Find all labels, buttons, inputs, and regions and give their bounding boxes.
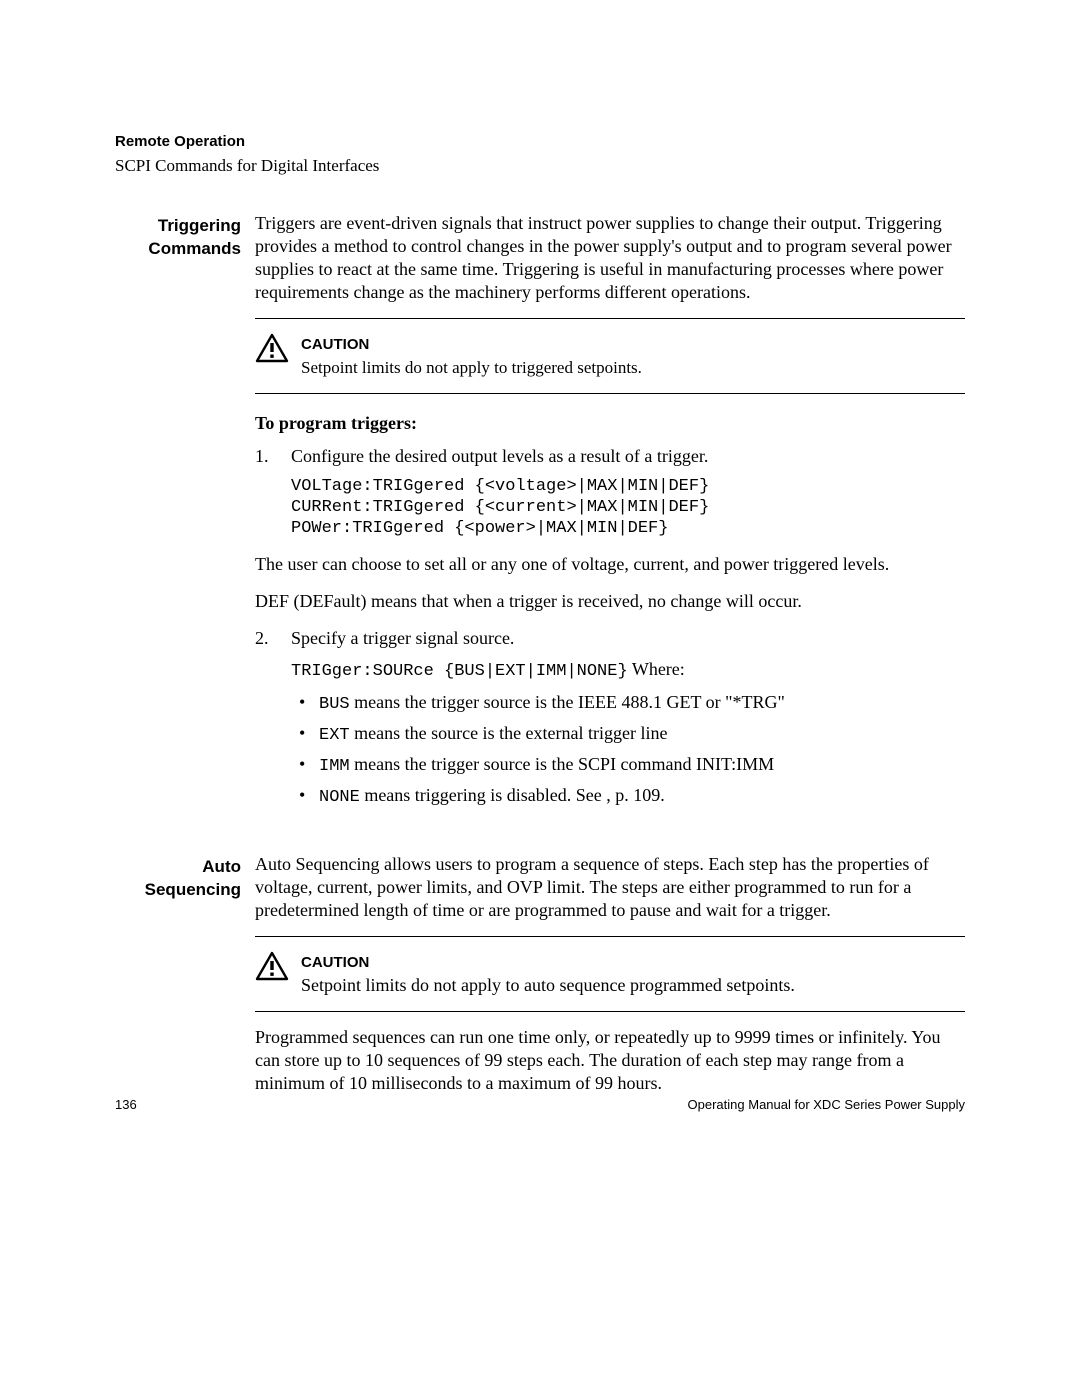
bullet-item: EXT means the source is the external tri… xyxy=(291,722,965,747)
code-inline: IMM xyxy=(319,757,350,776)
caution-icon xyxy=(255,951,289,981)
para-intro: Auto Sequencing allows users to program … xyxy=(255,853,965,922)
divider xyxy=(255,318,965,319)
code-block: VOLTage:TRIGgered {<voltage>|MAX|MIN|DEF… xyxy=(291,476,965,539)
code-inline: BUS xyxy=(319,695,350,714)
bullet-item: IMM means the trigger source is the SCPI… xyxy=(291,753,965,778)
steps-list: Specify a trigger signal source. TRIGger… xyxy=(255,627,965,809)
section-triggering: Triggering Commands Triggers are event-d… xyxy=(115,212,965,823)
subhead-program-triggers: To program triggers: xyxy=(255,412,965,435)
caution-text: CAUTION Setpoint limits do not apply to … xyxy=(301,333,642,379)
code-line: TRIGger:SOURce {BUS|EXT|IMM|NONE} xyxy=(291,662,628,681)
content-triggering: Triggers are event-driven signals that i… xyxy=(241,212,965,823)
side-label-line: Triggering xyxy=(115,214,241,237)
divider xyxy=(255,1011,965,1012)
header-subtitle: SCPI Commands for Digital Interfaces xyxy=(115,156,965,176)
bullet-text: means the trigger source is the SCPI com… xyxy=(350,754,775,774)
caution-icon xyxy=(255,333,289,363)
caution-title: CAUTION xyxy=(301,333,642,356)
divider xyxy=(255,936,965,937)
divider xyxy=(255,393,965,394)
step-item: Configure the desired output levels as a… xyxy=(255,445,965,539)
side-label-line: Auto xyxy=(115,855,241,878)
caution-body: Setpoint limits do not apply to triggere… xyxy=(301,356,642,379)
code-inline: EXT xyxy=(319,726,350,745)
bullet-item: NONE means triggering is disabled. See ,… xyxy=(291,784,965,809)
para-def-note: DEF (DEFault) means that when a trigger … xyxy=(255,590,965,613)
page-number: 136 xyxy=(115,1097,137,1112)
bullet-list: BUS means the trigger source is the IEEE… xyxy=(291,691,965,809)
page-footer: 136 Operating Manual for XDC Series Powe… xyxy=(115,1097,965,1112)
para-intro: Triggers are event-driven signals that i… xyxy=(255,212,965,304)
caution-body: Setpoint limits do not apply to auto seq… xyxy=(301,974,795,997)
side-label-line: Commands xyxy=(115,237,241,260)
para-after-code: The user can choose to set all or any on… xyxy=(255,553,965,576)
where-label: Where: xyxy=(628,659,685,679)
code-inline: NONE xyxy=(319,788,360,807)
bullet-text: means the source is the external trigger… xyxy=(350,723,668,743)
caution-text: CAUTION Setpoint limits do not apply to … xyxy=(301,951,795,997)
bullet-text: means the trigger source is the IEEE 488… xyxy=(350,692,785,712)
side-label-autoseq: Auto Sequencing xyxy=(115,853,241,901)
page-header: Remote Operation SCPI Commands for Digit… xyxy=(115,132,965,176)
bullet-item: BUS means the trigger source is the IEEE… xyxy=(291,691,965,716)
caution-block: CAUTION Setpoint limits do not apply to … xyxy=(255,947,965,1001)
sections: Triggering Commands Triggers are event-d… xyxy=(115,212,965,1095)
side-label-triggering: Triggering Commands xyxy=(115,212,241,260)
side-label-line: Sequencing xyxy=(115,878,241,901)
code-line-wrap: TRIGger:SOURce {BUS|EXT|IMM|NONE} Where: xyxy=(291,658,965,683)
step-item: Specify a trigger signal source. TRIGger… xyxy=(255,627,965,809)
steps-list: Configure the desired output levels as a… xyxy=(255,445,965,539)
bullet-text: means triggering is disabled. See , p. 1… xyxy=(360,785,665,805)
header-title: Remote Operation xyxy=(115,132,965,152)
section-auto-sequencing: Auto Sequencing Auto Sequencing allows u… xyxy=(115,853,965,1095)
content-autoseq: Auto Sequencing allows users to program … xyxy=(241,853,965,1095)
footer-right: Operating Manual for XDC Series Power Su… xyxy=(688,1097,965,1112)
para-after: Programmed sequences can run one time on… xyxy=(255,1026,965,1095)
caution-title: CAUTION xyxy=(301,951,795,974)
caution-block: CAUTION Setpoint limits do not apply to … xyxy=(255,329,965,383)
step-text: Configure the desired output levels as a… xyxy=(291,446,708,466)
step-text: Specify a trigger signal source. xyxy=(291,628,514,648)
page: Remote Operation SCPI Commands for Digit… xyxy=(0,0,1080,1095)
